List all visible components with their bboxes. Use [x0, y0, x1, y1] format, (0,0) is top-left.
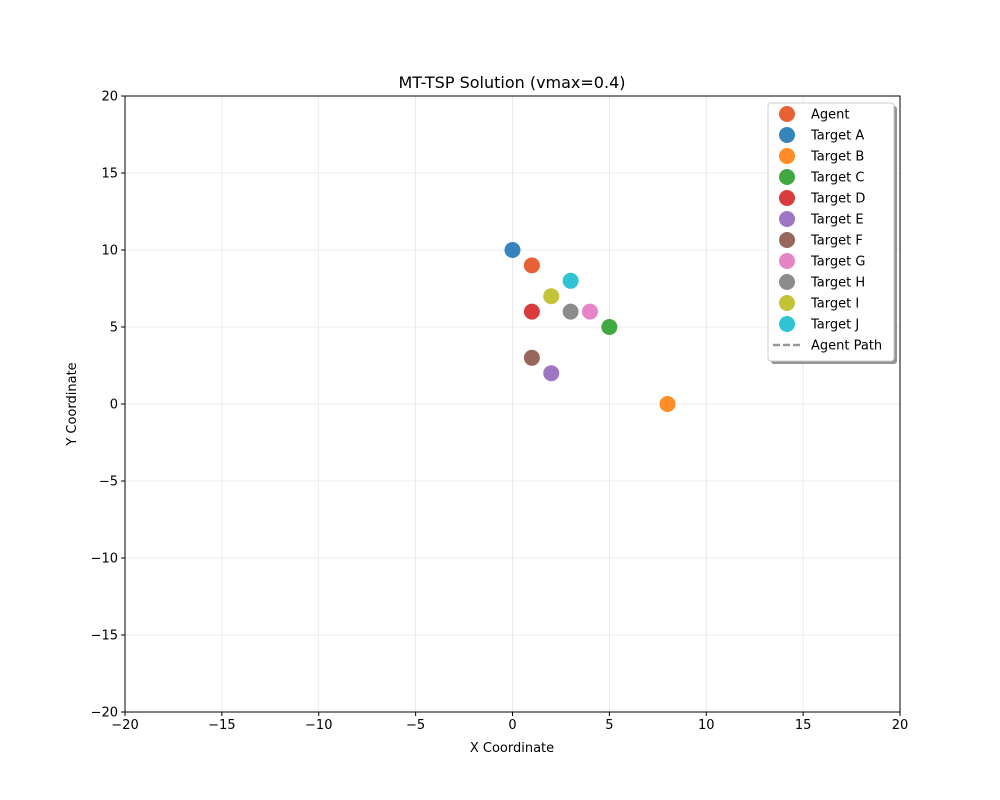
legend-marker-target-d — [779, 190, 795, 206]
chart-title: MT-TSP Solution (vmax=0.4) — [398, 73, 625, 92]
legend-marker-target-a — [779, 127, 795, 143]
target-a-point — [504, 242, 521, 258]
target-b-point — [659, 396, 676, 412]
legend-box — [767, 102, 895, 362]
agent-point — [523, 257, 540, 274]
legend-marker-target-c — [779, 169, 795, 185]
legend-marker-target-b — [779, 148, 795, 164]
data-points — [504, 242, 676, 412]
x-tick-label: −20 — [111, 718, 138, 733]
y-tick-label: 10 — [101, 244, 118, 259]
target-d-point — [523, 303, 540, 320]
legend: Agent Target A Target B Target C Target D Tar… — [767, 102, 897, 364]
legend-label-target-f: Target F — [810, 234, 863, 249]
legend-marker-target-h — [779, 274, 795, 290]
x-tick-label: 10 — [698, 718, 715, 733]
target-g-point — [582, 303, 598, 320]
legend-marker-target-e — [779, 211, 795, 227]
legend-marker-target-g — [779, 253, 795, 269]
x-tick-label: 0 — [508, 718, 516, 733]
y-tick-label: −5 — [99, 475, 118, 490]
y-tick-label: 5 — [110, 321, 118, 336]
x-axis-label: X Coordinate — [470, 741, 554, 756]
legend-marker-target-f — [779, 232, 795, 248]
x-axis-ticks: −20 −15 −10 −5 0 5 10 15 20 — [111, 712, 908, 733]
target-i-point — [543, 288, 560, 305]
x-tick-label: −10 — [305, 718, 332, 733]
legend-marker-agent — [779, 106, 795, 122]
plot-area-frame — [124, 95, 901, 713]
y-tick-label: 0 — [110, 398, 118, 413]
legend-label-target-d: Target D — [810, 192, 865, 207]
y-tick-label: −15 — [91, 629, 118, 644]
target-c-point — [601, 319, 618, 335]
legend-label-target-e: Target E — [810, 213, 864, 228]
legend-label-target-j: Target J — [810, 318, 859, 333]
y-tick-label: −10 — [91, 552, 118, 567]
legend-label-target-g: Target G — [810, 255, 865, 270]
y-tick-label: −20 — [91, 706, 118, 721]
x-tick-label: 15 — [795, 718, 812, 733]
x-tick-label: 5 — [605, 718, 613, 733]
x-tick-label: −15 — [208, 718, 235, 733]
legend-marker-target-i — [779, 295, 795, 311]
target-h-point — [562, 303, 579, 320]
y-axis-label: Y Coordinate — [65, 362, 80, 446]
y-tick-label: 15 — [101, 167, 118, 182]
legend-label-target-a: Target A — [810, 129, 864, 144]
target-f-point — [523, 349, 540, 366]
y-axis-ticks: −20 −15 −10 −5 0 5 10 15 20 — [91, 90, 125, 721]
target-e-point — [543, 365, 560, 382]
legend-label-agent-path: Agent Path — [811, 339, 882, 354]
y-tick-label: 20 — [101, 90, 118, 105]
legend-label-target-b: Target B — [810, 150, 864, 165]
x-tick-label: 20 — [892, 718, 909, 733]
legend-label-target-i: Target I — [810, 297, 859, 312]
legend-marker-target-j — [779, 316, 795, 332]
legend-label-agent: Agent — [811, 108, 849, 123]
legend-label-target-c: Target C — [810, 171, 864, 186]
legend-label-target-h: Target H — [810, 276, 865, 291]
x-tick-label: −5 — [406, 718, 425, 733]
target-j-point — [562, 272, 579, 289]
